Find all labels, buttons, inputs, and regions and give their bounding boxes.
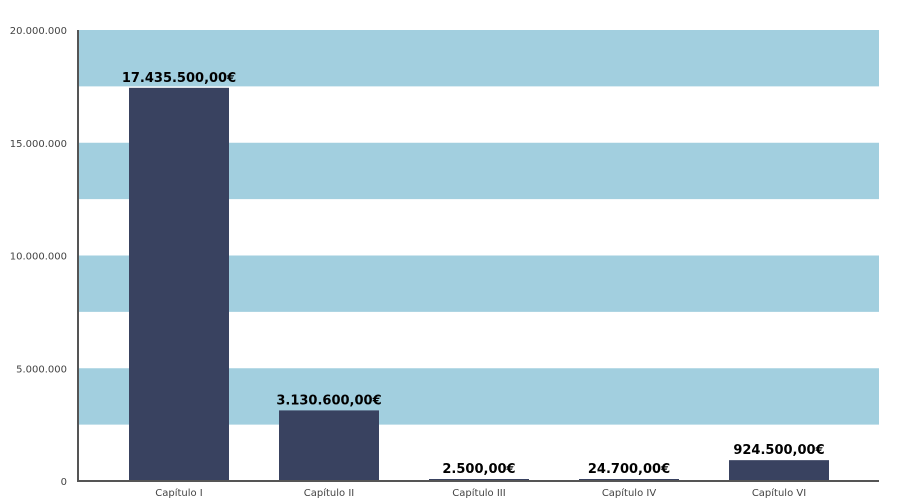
- bar: [729, 460, 829, 481]
- data-label: 3.130.600,00€: [276, 393, 381, 408]
- grid-band: [78, 30, 879, 87]
- x-tick-label: Capítulo I: [155, 487, 203, 499]
- data-label: 17.435.500,00€: [122, 71, 236, 86]
- data-label: 24.700,00€: [588, 462, 670, 477]
- bar: [129, 87, 229, 482]
- data-label: 2.500,00€: [442, 462, 515, 477]
- y-tick-label: 15.000.000: [10, 139, 67, 150]
- data-label: 924.500,00€: [733, 443, 824, 458]
- y-tick-label: 20.000.000: [10, 26, 67, 37]
- x-tick-label: Capítulo III: [452, 487, 505, 499]
- bar: [279, 410, 379, 481]
- y-tick-label: 0: [61, 477, 67, 488]
- y-tick-label: 10.000.000: [10, 252, 67, 263]
- x-tick-label: Capítulo II: [304, 487, 354, 499]
- x-tick-label: Capítulo IV: [602, 487, 657, 499]
- y-tick-label: 5.000.000: [16, 364, 67, 375]
- x-tick-label: Capítulo VI: [752, 487, 806, 499]
